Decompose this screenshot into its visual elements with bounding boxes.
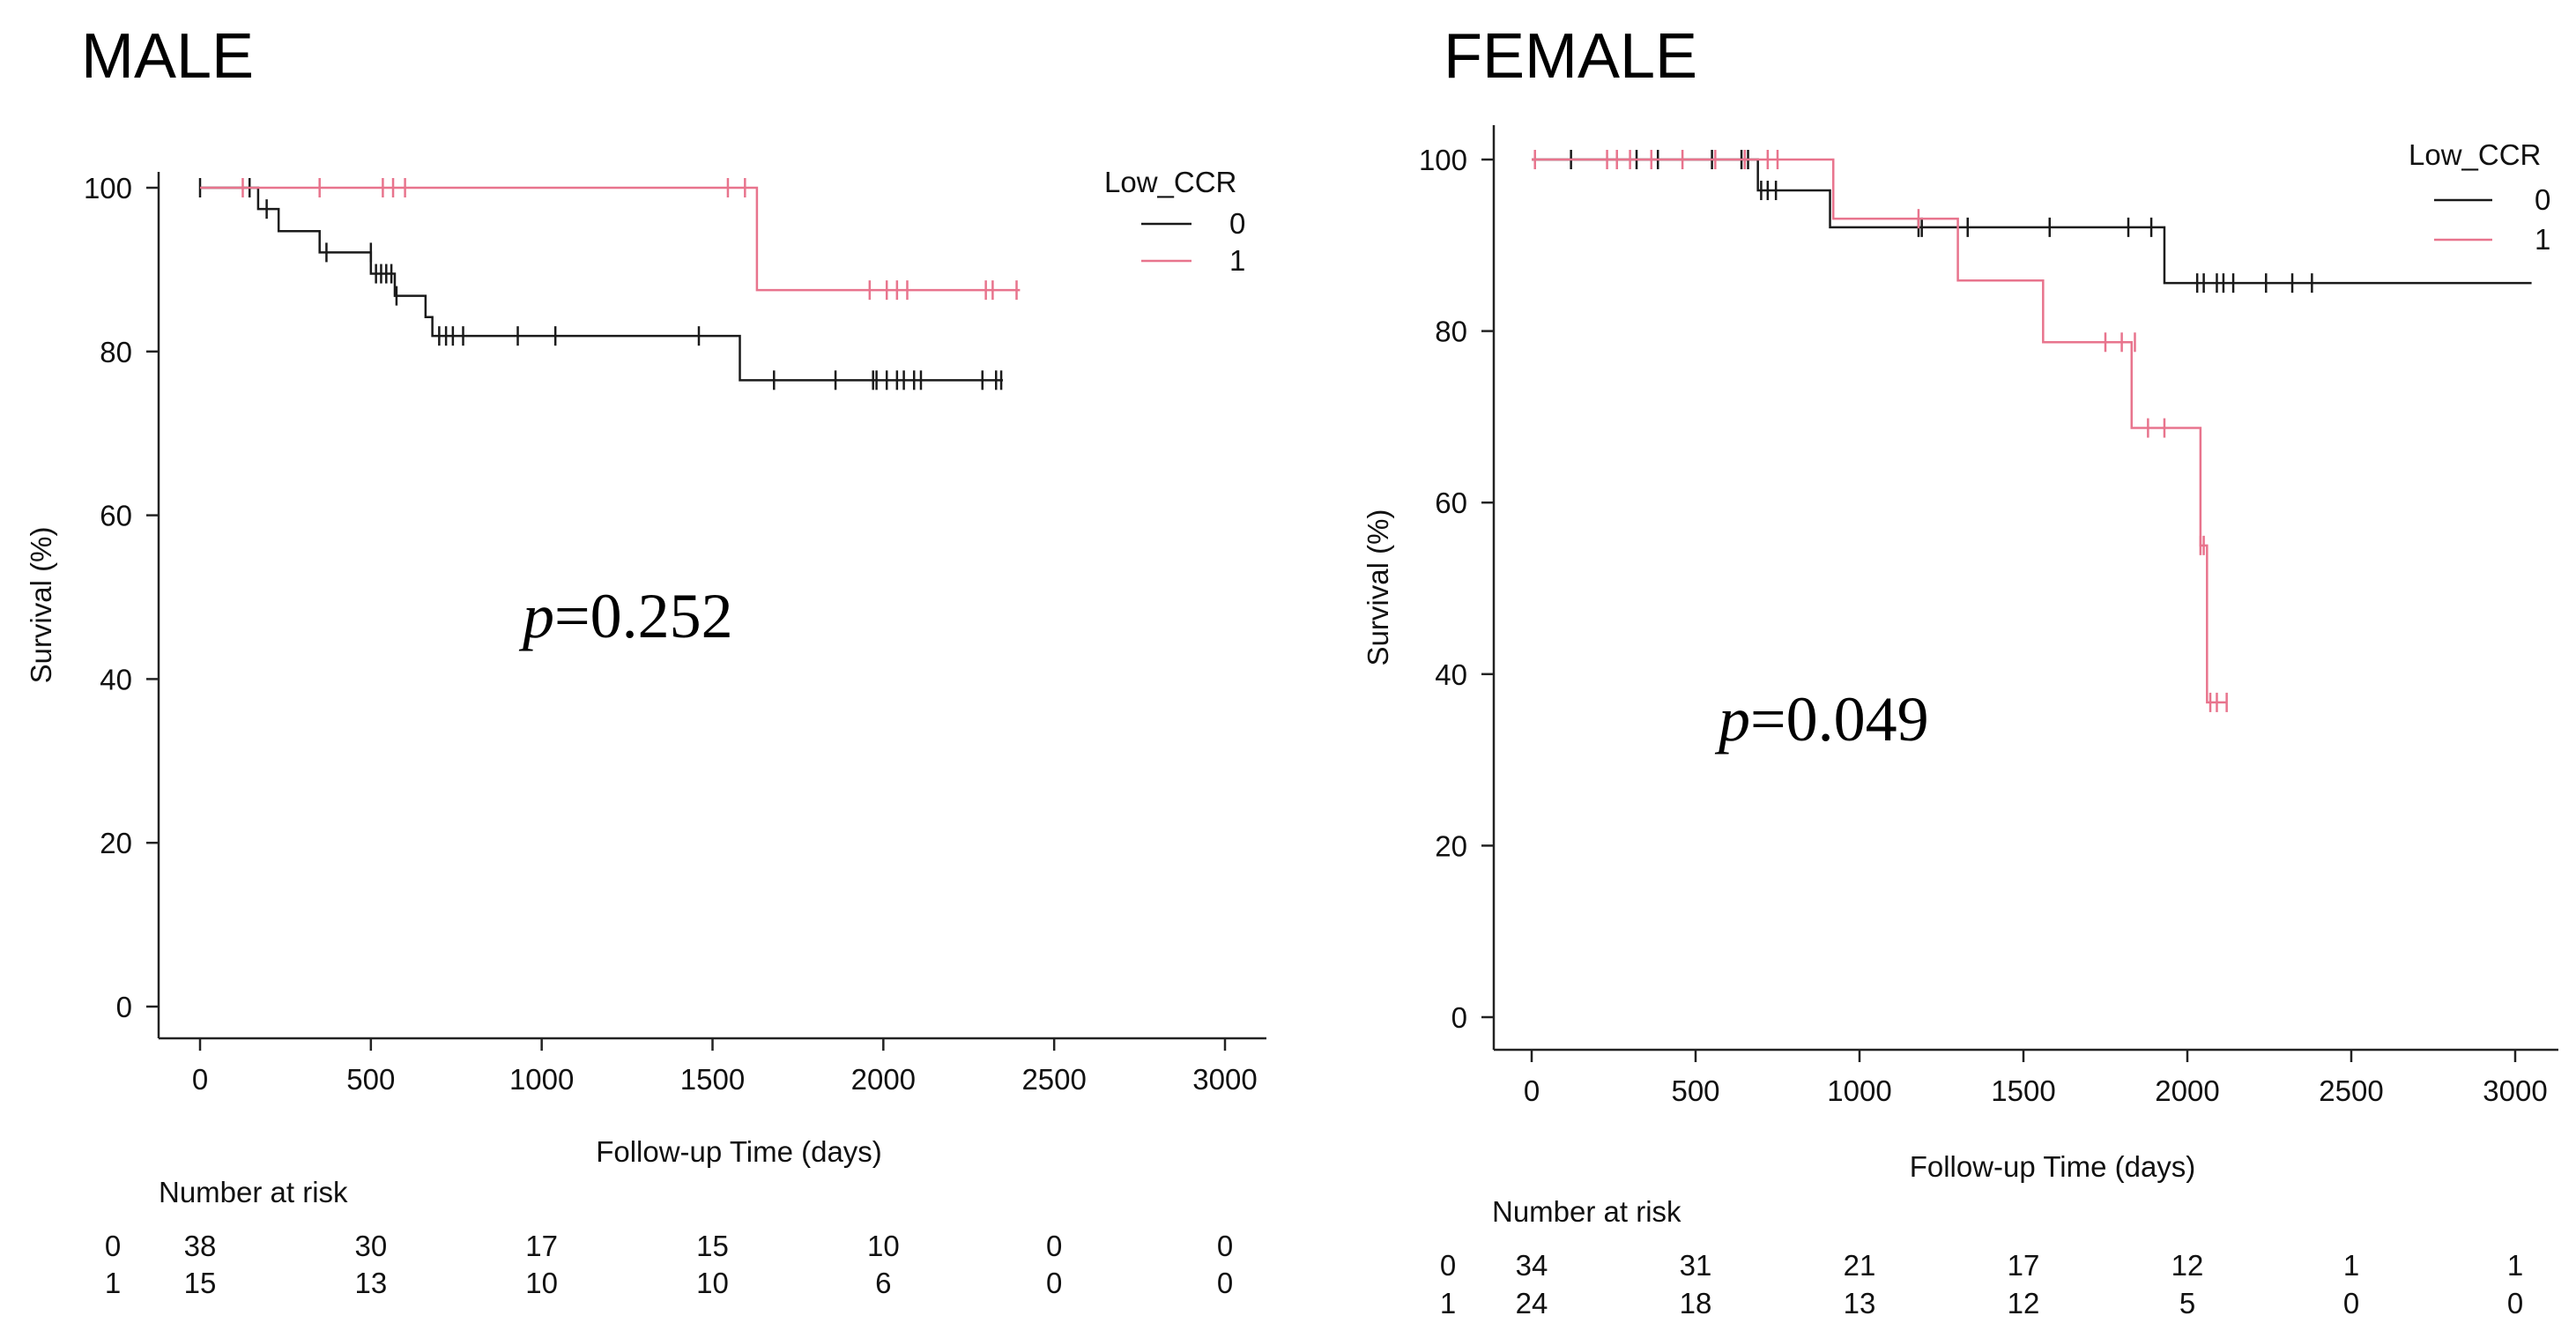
p-value-annotation: p=0.252 [518, 581, 733, 651]
risk-count: 18 [1680, 1287, 1712, 1319]
risk-row-label: 0 [105, 1230, 121, 1262]
y-tick-label: 60 [100, 500, 132, 532]
legend-title: Low_CCR [1104, 166, 1236, 198]
legend: Low_CCR 0 1 [2409, 138, 2550, 256]
y-axis-label: Survival (%) [1362, 509, 1394, 666]
risk-count: 0 [1217, 1267, 1233, 1299]
y-tick-label: 80 [100, 336, 132, 368]
risk-table-header: Number at risk [159, 1176, 348, 1208]
risk-count: 13 [1844, 1287, 1876, 1319]
y-tick-label: 100 [84, 172, 132, 204]
risk-count: 13 [354, 1267, 387, 1299]
female-panel: FEMALE Survival (%) Follow-up Time (days… [1362, 21, 2558, 1319]
x-tick-label: 2000 [2155, 1074, 2219, 1107]
risk-count: 0 [1046, 1267, 1062, 1299]
x-tick-label: 1000 [1827, 1074, 1891, 1107]
risk-count: 17 [2008, 1249, 2040, 1282]
x-tick-label: 2500 [1021, 1063, 1086, 1096]
risk-count: 0 [2343, 1287, 2359, 1319]
y-tick-label: 60 [1435, 487, 1467, 519]
risk-count: 6 [875, 1267, 891, 1299]
legend-title: Low_CCR [2409, 138, 2541, 171]
risk-count: 0 [1046, 1230, 1062, 1262]
p-value-symbol: p [1714, 684, 1750, 754]
p-value-number: =0.049 [1750, 684, 1929, 754]
km-curve-series-0 [200, 186, 1004, 382]
risk-count: 5 [2179, 1287, 2195, 1319]
risk-count: 10 [525, 1267, 558, 1299]
risk-table-header: Number at risk [1492, 1195, 1681, 1228]
panel-title: MALE [81, 21, 254, 92]
x-tick-label: 0 [1524, 1074, 1540, 1107]
x-tick-label: 1500 [680, 1063, 745, 1096]
y-tick-label: 20 [100, 827, 132, 859]
risk-count: 12 [2171, 1249, 2204, 1282]
risk-table: Number at risk 0 38 30 17 15 10 0 0 1 15 13 10 10 6 0 0 [105, 1176, 1233, 1299]
x-tick-label: 2500 [2319, 1074, 2383, 1107]
risk-row-label: 0 [1440, 1249, 1456, 1282]
survival-curves [1532, 150, 2532, 712]
risk-count: 1 [2343, 1249, 2359, 1282]
x-tick-label: 1500 [1991, 1074, 2055, 1107]
risk-row-label: 1 [1440, 1287, 1456, 1319]
y-tick-label: 40 [100, 663, 132, 695]
risk-count: 24 [1516, 1287, 1548, 1319]
km-curve-series-1 [200, 186, 1021, 292]
risk-table: Number at risk 0 34 31 21 17 12 1 1 1 24 18 13 12 5 0 0 [1440, 1195, 2523, 1319]
risk-count: 30 [354, 1230, 387, 1262]
x-tick-label: 500 [1671, 1074, 1719, 1107]
km-curve-series-0 [1532, 158, 2532, 285]
p-value-number: =0.252 [554, 581, 733, 651]
p-value-symbol: p [518, 581, 554, 651]
legend-label-series-1: 1 [1229, 244, 1245, 277]
legend-label-series-1: 1 [2535, 223, 2550, 256]
y-tick-label: 20 [1435, 829, 1467, 862]
y-tick-label: 100 [1419, 144, 1467, 176]
male-panel: MALE Survival (%) Follow-up Time (days) … [25, 21, 1266, 1299]
legend-label-series-0: 0 [1229, 207, 1245, 240]
legend: Low_CCR 0 1 [1104, 166, 1245, 277]
risk-count: 15 [184, 1267, 217, 1299]
y-axis-label: Survival (%) [25, 527, 57, 684]
x-tick-label: 3000 [2483, 1074, 2547, 1107]
x-axis-label: Follow-up Time (days) [596, 1135, 882, 1168]
y-tick-label: 40 [1435, 658, 1467, 691]
x-tick-label: 3000 [1192, 1063, 1257, 1096]
risk-count: 38 [184, 1230, 217, 1262]
risk-count: 10 [867, 1230, 900, 1262]
risk-count: 31 [1680, 1249, 1712, 1282]
risk-count: 0 [2507, 1287, 2523, 1319]
p-value-annotation: p=0.049 [1714, 684, 1929, 754]
x-tick-label: 2000 [851, 1063, 916, 1096]
legend-label-series-0: 0 [2535, 183, 2550, 216]
y-tick-label: 80 [1435, 316, 1467, 348]
y-tick-label: 0 [1451, 1001, 1467, 1034]
x-tick-label: 0 [192, 1063, 208, 1096]
risk-count: 0 [1217, 1230, 1233, 1262]
x-axis-label: Follow-up Time (days) [1910, 1150, 2196, 1183]
km-curve-series-1 [1532, 158, 2227, 704]
x-tick-label: 1000 [509, 1063, 574, 1096]
survival-curves [198, 178, 1021, 390]
y-tick-label: 0 [116, 991, 132, 1023]
risk-count: 10 [696, 1267, 729, 1299]
risk-count: 21 [1844, 1249, 1876, 1282]
risk-count: 34 [1516, 1249, 1548, 1282]
x-tick-label: 500 [346, 1063, 395, 1096]
risk-count: 17 [525, 1230, 558, 1262]
panel-title: FEMALE [1444, 21, 1697, 92]
risk-count: 15 [696, 1230, 729, 1262]
risk-row-label: 1 [105, 1267, 121, 1299]
risk-count: 1 [2507, 1249, 2523, 1282]
risk-count: 12 [2008, 1287, 2040, 1319]
